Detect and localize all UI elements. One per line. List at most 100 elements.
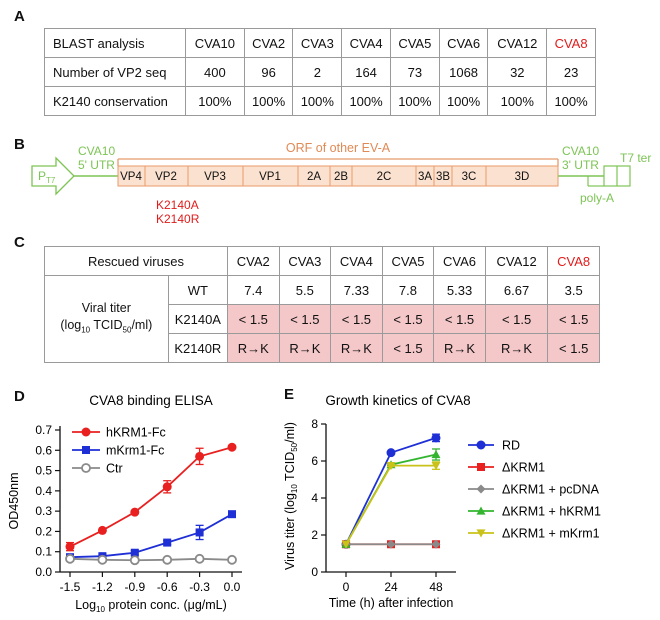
legend-marker	[476, 440, 486, 450]
header-cell: CVA3	[292, 28, 343, 58]
legend-label: RD	[502, 439, 520, 453]
titer-row-k2140a: K2140A < 1.5 < 1.5 < 1.5 < 1.5 < 1.5 < 1…	[45, 304, 600, 334]
segment-2a: 2A	[307, 171, 321, 183]
cell: 23	[546, 57, 596, 87]
chart-title: CVA8 binding ELISA	[89, 393, 213, 408]
panel-e-letter: E	[284, 386, 295, 403]
data-point	[227, 442, 237, 452]
orf-label: ORF of other EV-A	[286, 141, 391, 155]
cell: R→K	[330, 333, 383, 363]
data-point	[163, 538, 172, 547]
data-point	[431, 539, 441, 549]
blast-row: K2140 conservation 100% 100% 100% 100% 1…	[44, 86, 596, 116]
y-axis-label: OD450nm	[7, 473, 21, 530]
data-point	[386, 448, 396, 458]
cell: 100%	[546, 86, 596, 116]
row-name: K2140R	[167, 333, 229, 363]
cell: 5.5	[278, 275, 332, 305]
segment-vp2: VP2	[155, 171, 177, 183]
legend-label: ΔKRM1	[502, 461, 545, 475]
x-axis-label: Time (h) after infection	[329, 596, 454, 610]
data-point	[431, 433, 441, 443]
virus-header: CVA2	[227, 246, 280, 276]
cell: 73	[389, 57, 440, 87]
cell: 100%	[185, 86, 245, 116]
cell: < 1.5	[381, 304, 435, 334]
x-tick-label: -1.5	[60, 580, 81, 594]
data-point	[431, 462, 441, 471]
y-tick-label: 8	[311, 417, 318, 431]
x-tick-label: -0.9	[124, 580, 145, 594]
legend-marker	[82, 446, 90, 454]
y-tick-label: 4	[311, 491, 318, 505]
segment-2c: 2C	[377, 171, 392, 183]
series-line	[345, 464, 436, 545]
row-label: K2140 conservation	[44, 86, 186, 116]
genome-diagram: PT7 CVA10 5' UTR ORF of other EV-A VP4 V…	[31, 141, 651, 226]
data-point	[130, 548, 139, 557]
cell: R→K	[227, 333, 280, 363]
y-tick-label: 0.4	[35, 484, 52, 498]
data-point	[195, 528, 204, 537]
cell: 400	[185, 57, 245, 87]
chart-title: Growth kinetics of CVA8	[325, 393, 470, 408]
panel-d-letter: D	[14, 388, 25, 405]
data-point	[386, 539, 396, 549]
data-point	[195, 451, 205, 461]
titer-label-line2: (log10 TCID50/ml)	[60, 317, 153, 335]
titer-label-line1: Viral titer	[81, 300, 131, 315]
cell: 100%	[341, 86, 391, 116]
panel-c-letter: C	[14, 234, 25, 251]
data-point	[130, 507, 140, 517]
cell: R→K	[484, 333, 549, 363]
data-point	[228, 510, 236, 519]
blast-table: BLAST analysis CVA10 CVA2 CVA3 CVA4 CVA5…	[44, 28, 596, 116]
left-utr-label-1: CVA10	[78, 144, 115, 158]
segment-3d: 3D	[515, 171, 530, 183]
legend-marker	[477, 463, 485, 471]
x-tick-label: -1.2	[92, 580, 113, 594]
virus-header: CVA12	[484, 246, 549, 276]
blast-header-row: BLAST analysis CVA10 CVA2 CVA3 CVA4 CVA5…	[44, 28, 596, 58]
virus-header: CVA3	[278, 246, 332, 276]
titer-row-label: Viral titer (log10 TCID50/ml)	[44, 275, 169, 363]
cell: 100%	[243, 86, 294, 116]
cell: < 1.5	[547, 304, 600, 334]
legend-label: ΔKRM1 + pcDNA	[502, 483, 600, 497]
header-cell: CVA4	[341, 28, 391, 58]
header-cell: CVA12	[487, 28, 548, 58]
cell: 7.33	[330, 275, 383, 305]
y-tick-label: 0.6	[35, 443, 52, 457]
segment-vp1: VP1	[259, 171, 281, 183]
legend-label: mKrm1-Fc	[106, 444, 164, 458]
cell: R→K	[278, 333, 332, 363]
header-cell: CVA5	[389, 28, 440, 58]
x-tick-label: -0.6	[157, 580, 178, 594]
cell: < 1.5	[547, 333, 600, 363]
data-point	[431, 450, 441, 459]
segment-2b: 2B	[334, 171, 348, 183]
cell: R→K	[433, 333, 486, 363]
blast-row: Number of VP2 seq 400 96 2 164 73 1068 3…	[44, 57, 596, 87]
series-line	[69, 446, 233, 548]
right-utr-label-1: CVA10	[562, 144, 599, 158]
data-point	[194, 553, 205, 564]
y-tick-label: 2	[311, 528, 318, 542]
cell: < 1.5	[278, 304, 332, 334]
segment-vp3: VP3	[204, 171, 226, 183]
header-cell: CVA2	[243, 28, 294, 58]
legend-label: ΔKRM1 + mKrm1	[502, 527, 600, 541]
header-cell: CVA8	[546, 28, 596, 58]
row-label: Number of VP2 seq	[44, 57, 186, 87]
x-tick-label: 0	[343, 580, 350, 594]
y-tick-label: 0.2	[35, 524, 52, 538]
data-point	[65, 553, 75, 564]
legend-label: hKRM1-Fc	[106, 426, 166, 440]
x-axis-label: Log10 protein conc. (μg/mL)	[75, 598, 227, 614]
cell: 7.4	[227, 275, 280, 305]
mutation-k2140r: K2140R	[156, 212, 200, 226]
data-point	[227, 554, 237, 565]
titer-row-wt: Viral titer (log10 TCID50/ml) WT 7.4 5.5…	[44, 275, 600, 363]
cell: 32	[487, 57, 548, 87]
